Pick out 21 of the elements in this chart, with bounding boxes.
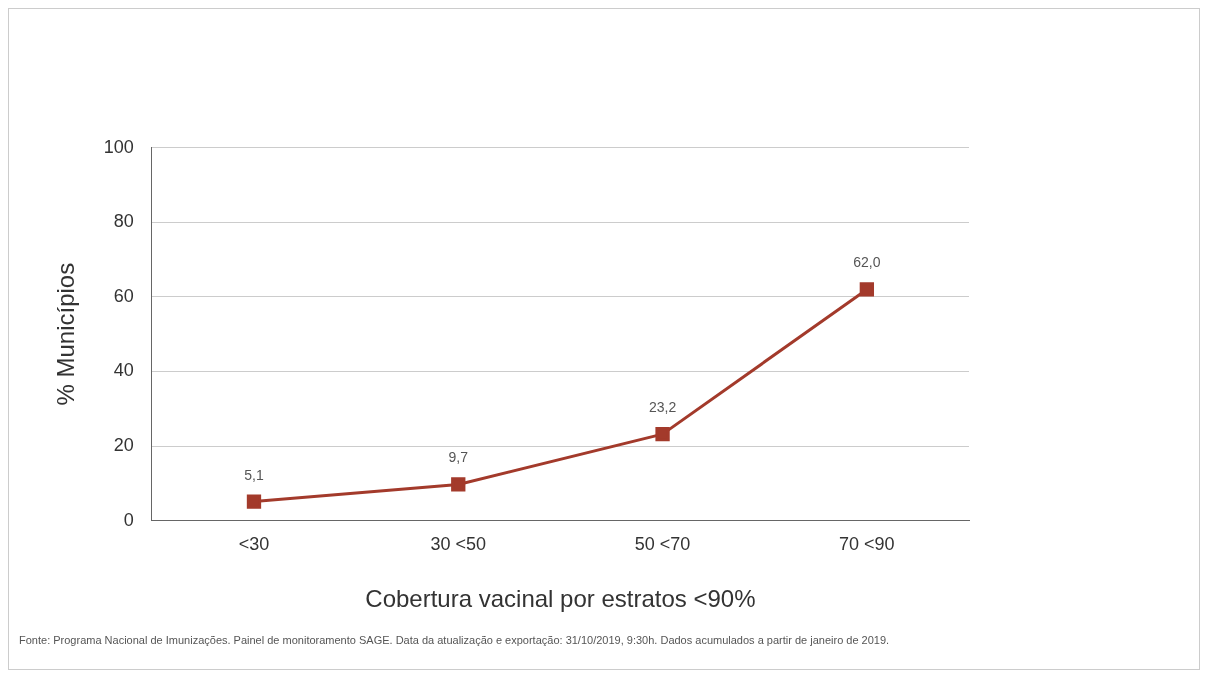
point (246, 494, 262, 509)
y-tick-label: 80 (113, 211, 134, 232)
data-label: 9,7 (448, 449, 469, 466)
x-tick-label: 50 <70 (634, 534, 691, 555)
y-tick-label: 60 (113, 285, 134, 306)
x-tick-label: <30 (238, 534, 270, 555)
data-label: 23,2 (648, 399, 677, 416)
y-tick-label: 40 (113, 360, 134, 381)
y-tick-label: 100 (103, 136, 134, 157)
y-tick-label: 0 (123, 509, 134, 530)
point (655, 426, 670, 442)
x-tick-label: 30 <50 (430, 534, 487, 555)
x-axis-title: Cobertura vacinal por estratos <90% (365, 585, 756, 613)
point (451, 477, 466, 492)
point (859, 282, 875, 297)
y-axis-title: % Municípios (52, 262, 80, 406)
y-tick-label: 20 (113, 435, 134, 456)
x-tick-label: 70 <90 (839, 534, 895, 555)
data-label: 5,1 (244, 466, 264, 483)
data-label: 62,0 (853, 254, 881, 271)
source-note: Fonte: Programa Nacional de Imunizações. Painel de monitoramento SAGE. Data da atualização e exportação: 31/10/2019, 9:30h. Dados acumulados a partir de janeiro de 2019. (19, 634, 891, 646)
